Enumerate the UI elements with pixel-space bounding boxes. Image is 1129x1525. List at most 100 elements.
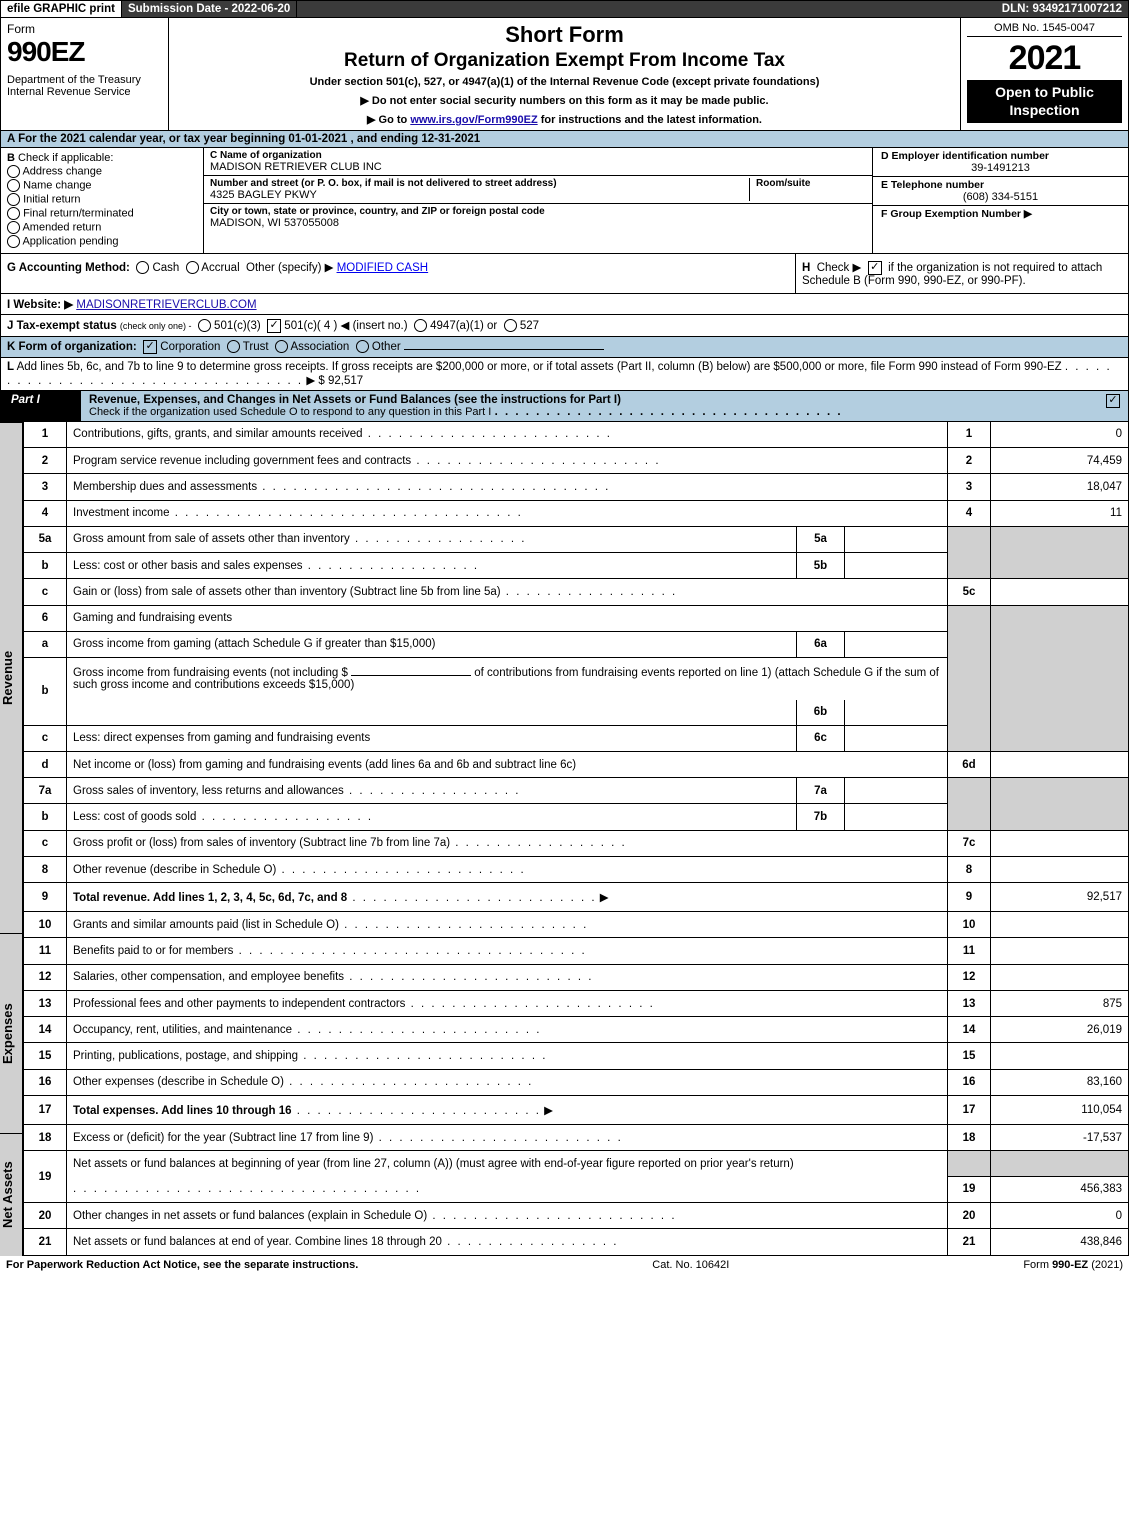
h-checkbox[interactable]	[868, 261, 882, 275]
line-19-num: 19	[24, 1151, 67, 1203]
j-4947[interactable]: 4947(a)(1) or	[430, 320, 497, 332]
line-7c-text: Gross profit or (loss) from sales of inv…	[67, 830, 948, 856]
line-7c-num: c	[24, 830, 67, 856]
line-5a-num: 5a	[24, 526, 67, 552]
line-19-text: Net assets or fund balances at beginning…	[67, 1151, 948, 1177]
org-name-label: C Name of organization	[210, 150, 866, 161]
return-title: Return of Organization Exempt From Incom…	[175, 50, 954, 72]
line-4-text: Investment income	[67, 500, 948, 526]
line-18-lab: 18	[948, 1125, 991, 1151]
part1-tag: Part I	[1, 391, 81, 421]
form-header: Form 990EZ Department of the Treasury In…	[0, 18, 1129, 131]
l-arrow: ▶ $	[306, 375, 324, 387]
line-9-text: Total revenue. Add lines 1, 2, 3, 4, 5c,…	[67, 883, 948, 912]
line-5b-num: b	[24, 553, 67, 579]
line-6a-mini: 6a	[797, 631, 845, 657]
h-block: H Check ▶ if the organization is not req…	[796, 254, 1128, 293]
omb-number: OMB No. 1545-0047	[967, 22, 1122, 37]
line-1-lab: 1	[948, 422, 991, 448]
line-10-num: 10	[24, 912, 67, 938]
page-footer: For Paperwork Reduction Act Notice, see …	[0, 1256, 1129, 1274]
g-cash[interactable]: Cash	[152, 262, 179, 274]
line-l-gross-receipts: L Add lines 5b, 6c, and 7b to line 9 to …	[0, 358, 1129, 391]
line-6d-lab: 6d	[948, 751, 991, 777]
line-4-num: 4	[24, 500, 67, 526]
line-6b-mini: 6b	[797, 700, 845, 726]
group-exemption-label: F Group Exemption Number ▶	[881, 208, 1120, 220]
j-501c3[interactable]: 501(c)(3)	[214, 320, 261, 332]
j-527[interactable]: 527	[520, 320, 539, 332]
h-label: H	[802, 262, 810, 274]
checkbox-final-return[interactable]: Final return/terminated	[7, 207, 197, 220]
k-corporation[interactable]	[143, 340, 157, 354]
checkbox-address-change[interactable]: Address change	[7, 165, 197, 178]
part1-schedule-o-check[interactable]	[1106, 394, 1120, 408]
line-7a-mini: 7a	[797, 778, 845, 804]
line-18-val: -17,537	[991, 1125, 1129, 1151]
line-5b-text: Less: cost or other basis and sales expe…	[67, 553, 797, 579]
expenses-side-label: Expenses	[0, 933, 23, 1133]
city-label: City or town, state or province, country…	[210, 206, 866, 217]
line-16-lab: 16	[948, 1069, 991, 1095]
line-k-form-org: K Form of organization: Corporation Trus…	[0, 337, 1129, 358]
checkbox-initial-return[interactable]: Initial return	[7, 193, 197, 206]
line-14-lab: 14	[948, 1017, 991, 1043]
line-8-num: 8	[24, 856, 67, 882]
line-21-text: Net assets or fund balances at end of ye…	[67, 1229, 948, 1256]
line-16-text: Other expenses (describe in Schedule O)	[67, 1069, 948, 1095]
k-other[interactable]: Other	[372, 341, 401, 353]
block-b-checkboxes: B Check if applicable: Address change Na…	[1, 148, 204, 253]
dln-label: DLN: 93492171007212	[996, 1, 1128, 17]
efile-print-label: efile GRAPHIC print	[1, 1, 122, 17]
part1-title: Revenue, Expenses, and Changes in Net As…	[81, 391, 1098, 421]
netassets-side-label: Net Assets	[0, 1133, 23, 1256]
revenue-side-label: Revenue	[0, 422, 23, 933]
k-trust[interactable]: Trust	[243, 341, 269, 353]
irs-link[interactable]: www.irs.gov/Form990EZ	[410, 114, 537, 126]
checkbox-amended-return[interactable]: Amended return	[7, 221, 197, 234]
line-6b-num: b	[24, 658, 67, 726]
g-accrual[interactable]: Accrual	[201, 262, 239, 274]
goto-prefix: ▶ Go to	[367, 114, 410, 126]
line-19-val: 456,383	[991, 1176, 1129, 1202]
line-7b-num: b	[24, 804, 67, 830]
website-link[interactable]: MADISONRETRIEVERCLUB.COM	[76, 299, 256, 311]
form-label: Form	[7, 22, 162, 36]
under-section-subtitle: Under section 501(c), 527, or 4947(a)(1)…	[175, 76, 954, 88]
k-association[interactable]: Association	[291, 341, 350, 353]
line-5a-mini: 5a	[797, 526, 845, 552]
line-1-text: Contributions, gifts, grants, and simila…	[67, 422, 948, 448]
j-note: (check only one) -	[120, 321, 192, 331]
line-10-lab: 10	[948, 912, 991, 938]
line-12-text: Salaries, other compensation, and employ…	[67, 964, 948, 990]
line-18-text: Excess or (deficit) for the year (Subtra…	[67, 1125, 948, 1151]
line-6-num: 6	[24, 605, 67, 631]
org-info-block: B Check if applicable: Address change Na…	[0, 148, 1129, 254]
j-label: J Tax-exempt status	[7, 320, 117, 332]
line-21-lab: 21	[948, 1229, 991, 1256]
line-1-val: 0	[991, 422, 1129, 448]
line-17-text: Total expenses. Add lines 10 through 16 …	[67, 1095, 948, 1124]
line-11-text: Benefits paid to or for members	[67, 938, 948, 964]
checkbox-application-pending[interactable]: Application pending	[7, 235, 197, 248]
k-label: K Form of organization:	[7, 341, 137, 353]
part1-table: Revenue Expenses Net Assets 1 Contributi…	[0, 422, 1129, 1256]
goto-link-line: ▶ Go to www.irs.gov/Form990EZ for instru…	[175, 113, 954, 126]
line-6-text: Gaming and fundraising events	[67, 605, 948, 631]
line-13-text: Professional fees and other payments to …	[67, 990, 948, 1016]
j-501c-check[interactable]	[267, 319, 281, 333]
g-other-label: Other (specify) ▶	[246, 262, 333, 274]
line-6a-num: a	[24, 631, 67, 657]
line-7b-mini: 7b	[797, 804, 845, 830]
g-other-value[interactable]: MODIFIED CASH	[337, 262, 428, 274]
line-16-num: 16	[24, 1069, 67, 1095]
l-label: L	[7, 361, 14, 373]
part1-subtitle: Check if the organization used Schedule …	[89, 406, 491, 418]
line-4-lab: 4	[948, 500, 991, 526]
line-17-val: 110,054	[991, 1095, 1129, 1124]
street-label: Number and street (or P. O. box, if mail…	[210, 178, 749, 189]
lines-table: 1 Contributions, gifts, grants, and simi…	[23, 422, 1129, 1256]
line-3-num: 3	[24, 474, 67, 500]
block-d-ein: D Employer identification number 39-1491…	[872, 148, 1128, 253]
checkbox-name-change[interactable]: Name change	[7, 179, 197, 192]
